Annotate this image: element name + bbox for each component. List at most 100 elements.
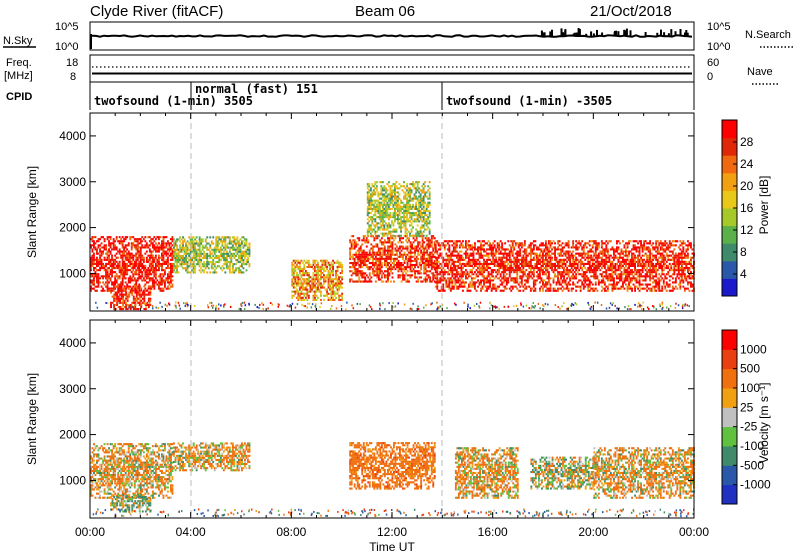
power-cell — [590, 281, 592, 283]
power-cell — [99, 281, 101, 283]
power-cell — [98, 240, 100, 242]
power-cell — [461, 251, 463, 253]
power-cell — [465, 246, 467, 248]
power-cell — [221, 245, 223, 247]
power-cell — [498, 271, 500, 273]
power-cell — [166, 255, 168, 257]
power-cell — [127, 285, 129, 287]
power-cell — [187, 251, 189, 253]
power-cell — [530, 269, 532, 271]
power-cell — [223, 255, 225, 257]
power-cell — [512, 288, 514, 290]
power-cell — [527, 281, 529, 283]
power-cell — [615, 267, 617, 269]
power-cell — [501, 244, 503, 246]
power-cell — [580, 242, 582, 244]
power-cell — [176, 247, 178, 249]
power-cell — [214, 253, 216, 255]
power-cell — [618, 281, 620, 283]
power-cell — [595, 273, 597, 275]
power-cell — [218, 236, 220, 238]
power-cell — [194, 245, 196, 247]
power-cell — [577, 259, 579, 261]
power-cell — [580, 244, 582, 246]
power-cell — [566, 267, 568, 269]
power-cell — [111, 269, 113, 271]
power-cell — [215, 238, 217, 240]
power-cell — [220, 267, 222, 269]
power-cell — [482, 286, 484, 288]
power-cell — [302, 284, 304, 286]
noise-search-bar — [549, 31, 551, 36]
power-cell — [587, 253, 589, 255]
power-cell — [457, 265, 459, 267]
power-cell — [149, 248, 151, 250]
power-cell — [387, 279, 389, 281]
power-cell — [328, 297, 330, 299]
power-cell — [149, 290, 151, 292]
power-cell — [563, 261, 565, 263]
power-cell — [241, 243, 243, 245]
power-cell — [229, 265, 231, 267]
power-cell — [143, 298, 145, 300]
power-cell — [357, 262, 359, 264]
power-cell — [125, 287, 127, 289]
power-cell — [116, 281, 118, 283]
power-cell — [503, 290, 505, 292]
power-cell — [220, 259, 222, 261]
power-cell — [93, 269, 95, 271]
power-cell — [215, 271, 217, 273]
noise-search-bar — [656, 33, 658, 36]
power-cell — [136, 300, 138, 302]
power-cell — [317, 276, 319, 278]
power-cell — [453, 263, 455, 265]
power-cell — [294, 287, 296, 289]
power-cell — [320, 270, 322, 272]
power-cell — [583, 246, 585, 248]
power-cell — [243, 236, 245, 238]
power-cell — [536, 265, 538, 267]
power-cell — [607, 290, 609, 292]
power-cell — [494, 263, 496, 265]
power-cell — [479, 265, 481, 267]
power-cell — [205, 267, 207, 269]
power-cell — [445, 279, 447, 281]
power-cell — [98, 246, 100, 248]
power-cell — [149, 244, 151, 246]
power-cell — [102, 236, 104, 238]
power-cell — [414, 254, 416, 256]
power-cell — [566, 277, 568, 279]
power-cell — [164, 286, 166, 288]
power-cell — [448, 248, 450, 250]
power-cell — [422, 246, 424, 248]
power-cell — [646, 267, 648, 269]
power-cell — [562, 273, 564, 275]
power-cell — [169, 288, 171, 290]
power-cell — [338, 278, 340, 280]
power-cell — [516, 271, 518, 273]
power-cell — [209, 247, 211, 249]
power-cell — [624, 246, 626, 248]
power-cell — [474, 277, 476, 279]
power-cell — [578, 240, 580, 242]
power-cell — [246, 269, 248, 271]
power-cell — [633, 284, 635, 286]
power-cell — [335, 297, 337, 299]
power-cell — [572, 251, 574, 253]
power-cell — [454, 277, 456, 279]
power-cell — [464, 259, 466, 261]
power-cell — [539, 263, 541, 265]
power-cell — [507, 263, 509, 265]
power-cell — [341, 272, 343, 274]
noise-search-bar — [593, 33, 595, 36]
power-cell — [645, 253, 647, 255]
power-cell — [402, 258, 404, 260]
power-cell — [584, 259, 586, 261]
power-cell — [293, 284, 295, 286]
power-cell — [447, 242, 449, 244]
power-cell — [367, 260, 369, 262]
power-cell — [542, 281, 544, 283]
power-cell — [489, 267, 491, 269]
power-cell — [125, 246, 127, 248]
power-cell — [513, 248, 515, 250]
